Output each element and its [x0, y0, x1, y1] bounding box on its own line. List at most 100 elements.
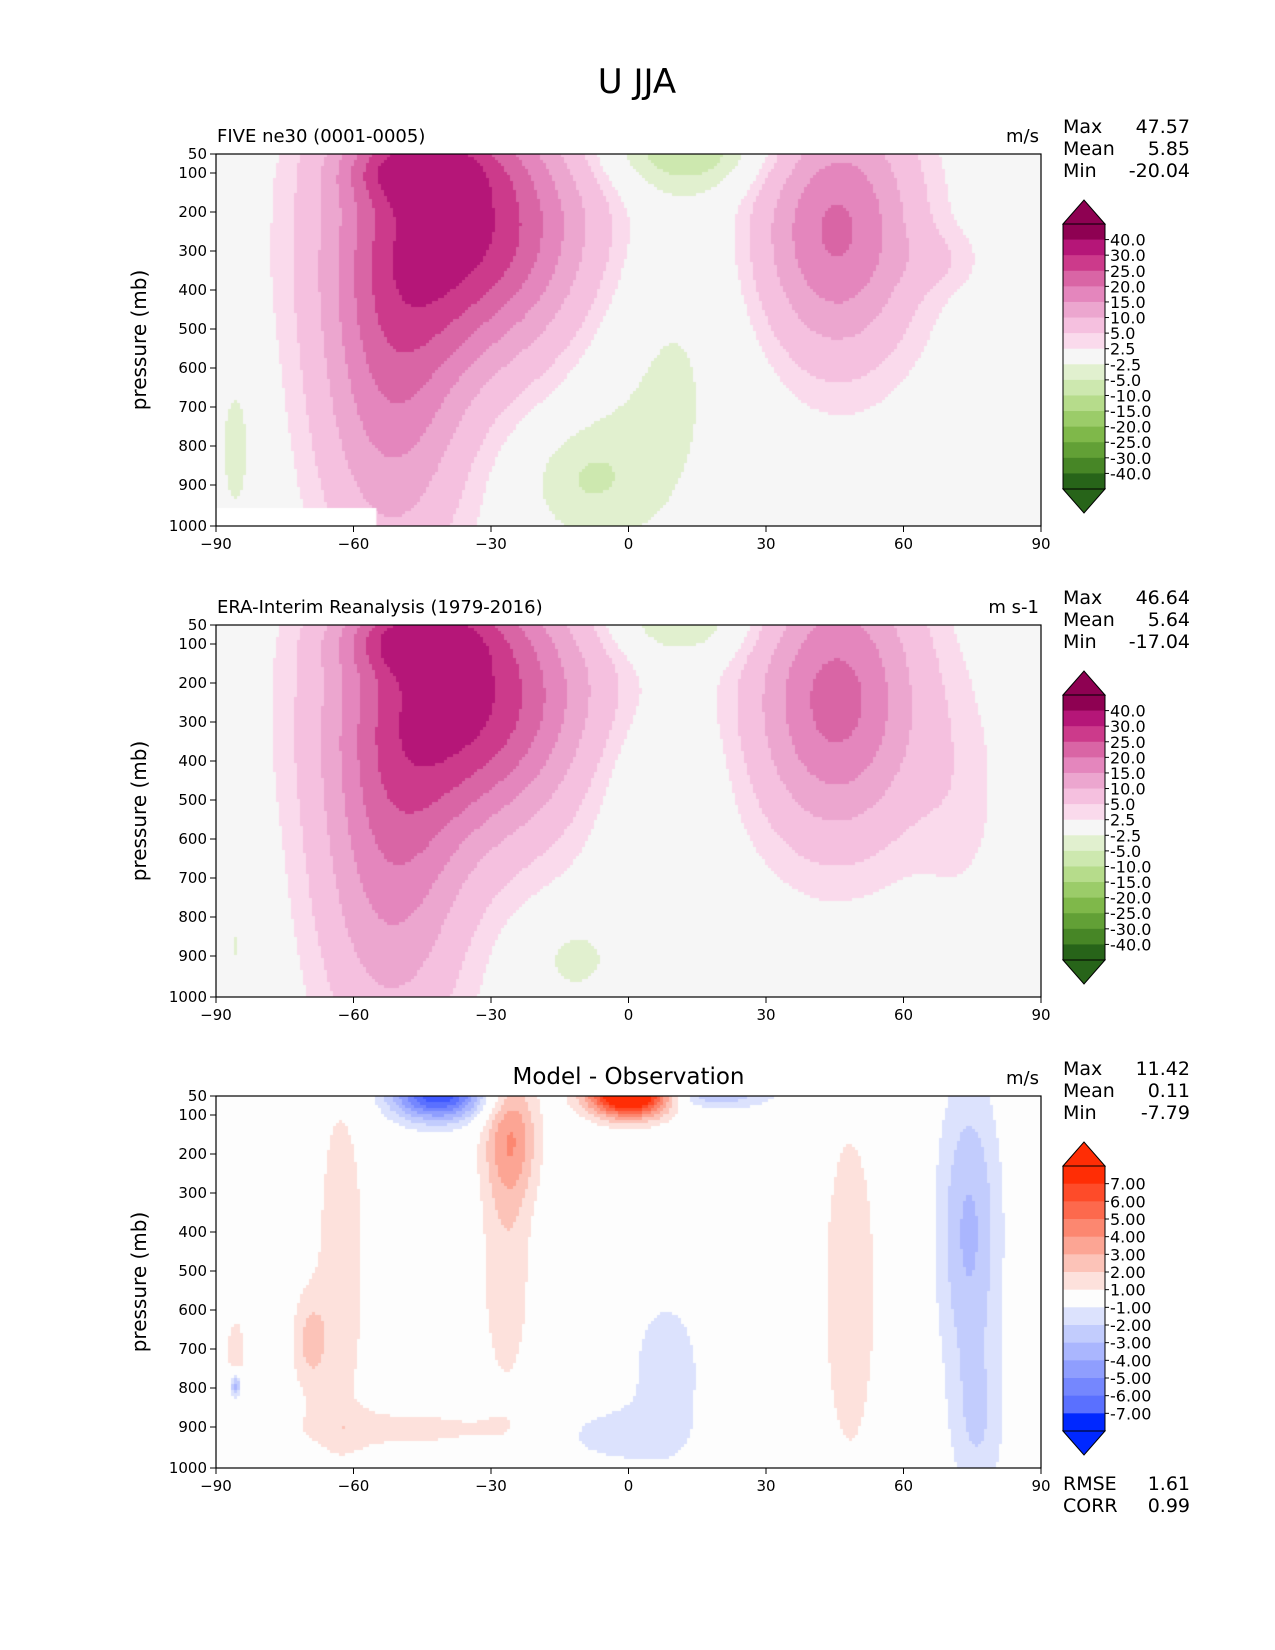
colorbar-tick-label: -10.0 [1110, 857, 1151, 876]
colorbar-bin [1063, 411, 1105, 428]
stat-mean-value: 5.64 [1148, 609, 1190, 631]
x-tick-label: 60 [894, 535, 913, 553]
y-tick-label: 200 [178, 203, 207, 221]
x-tick-label: 60 [894, 1477, 913, 1495]
x-tick-label: 30 [756, 1477, 775, 1495]
x-tick-label: 0 [624, 535, 634, 553]
stat-max-value: 47.57 [1136, 116, 1190, 138]
colorbar-tick-label: 7.00 [1110, 1175, 1146, 1194]
colorbar-bin [1063, 835, 1105, 852]
colorbar-bin [1063, 1236, 1105, 1255]
panel-title: FIVE ne30 (0001-0005) [217, 126, 425, 147]
stat-max-value: 11.42 [1136, 1058, 1190, 1080]
colorbar-extend-max [1061, 670, 1107, 696]
y-tick-label: 900 [178, 947, 207, 965]
colorbar-bin [1063, 1254, 1105, 1273]
colorbar-bin [1063, 442, 1105, 459]
x-tick-label: −60 [338, 1006, 370, 1024]
x-tick-label: 30 [756, 1006, 775, 1024]
colorbar: 40.030.025.020.015.010.05.02.5-2.5-5.0-1… [1061, 199, 1151, 514]
colorbar-bin [1063, 364, 1105, 381]
colorbar-bin [1063, 317, 1105, 334]
colorbar-bin [1063, 772, 1105, 790]
colorbar-bin [1063, 255, 1105, 272]
colorbar-bin [1063, 1219, 1105, 1238]
colorbar-tick-label: 30.0 [1110, 717, 1146, 736]
colorbar-bin [1063, 1166, 1105, 1185]
colorbar-tick-label: 20.0 [1110, 277, 1146, 296]
colorbar-bin [1063, 928, 1105, 945]
colorbar-bin [1063, 1360, 1105, 1379]
y-tick-label: 50 [188, 145, 207, 163]
colorbar-bin [1063, 1378, 1105, 1397]
colorbar-tick-label: 10.0 [1110, 309, 1146, 328]
colorbar-frame [1062, 223, 1106, 490]
colorbar-tick-label: 40.0 [1110, 702, 1146, 721]
colorbar-extend-min [1061, 488, 1107, 514]
panel-title: Model - Observation [512, 1064, 744, 1090]
y-tick-label: 100 [178, 1106, 207, 1124]
y-tick-label: 400 [178, 1223, 207, 1241]
colorbar-bin [1063, 348, 1105, 365]
y-tick-label: 400 [178, 752, 207, 770]
colorbar-bin [1063, 239, 1105, 256]
colorbar-tick-label: -25.0 [1110, 433, 1151, 452]
y-tick-label: 600 [178, 1301, 207, 1319]
colorbar: 40.030.025.020.015.010.05.02.5-2.5-5.0-1… [1061, 670, 1151, 985]
colorbar-tick-label: -40.0 [1110, 935, 1151, 954]
colorbar-tick-label: -5.00 [1110, 1369, 1151, 1388]
stat-mean-value: 5.85 [1148, 138, 1190, 160]
x-tick-label: −60 [338, 1477, 370, 1495]
colorbar-bin [1063, 1289, 1105, 1308]
metric-rmse-value: 1.61 [1148, 1473, 1190, 1495]
y-tick-label: 900 [178, 1418, 207, 1436]
stat-mean-value: 0.11 [1148, 1080, 1190, 1102]
colorbar-extend-max [1061, 1141, 1107, 1167]
colorbar-tick-label: -2.5 [1110, 826, 1141, 845]
y-axis-label: pressure (mb) [127, 741, 151, 882]
colorbar-tick-label: 15.0 [1110, 764, 1146, 783]
y-tick-label: 1000 [169, 988, 207, 1006]
metric-corr-value: 0.99 [1148, 1495, 1190, 1517]
colorbar-tick-label: 10.0 [1110, 780, 1146, 799]
colorbar-tick-label: -5.0 [1110, 371, 1141, 390]
colorbar-bin [1063, 913, 1105, 930]
colorbar-tick-label: -25.0 [1110, 904, 1151, 923]
y-tick-label: 500 [178, 1262, 207, 1280]
y-tick-label: 600 [178, 830, 207, 848]
y-tick-label: 700 [178, 869, 207, 887]
y-tick-label: 500 [178, 791, 207, 809]
colorbar-tick-label: -2.00 [1110, 1316, 1151, 1335]
panel-units: m s-1 [988, 597, 1039, 618]
colorbar-bin [1063, 1395, 1105, 1414]
colorbar-tick-label: -20.0 [1110, 418, 1151, 437]
stat-max-label: Max [1063, 587, 1102, 609]
colorbar-bin [1063, 882, 1105, 899]
colorbar-bin [1063, 695, 1105, 712]
colorbar-tick-label: -5.0 [1110, 842, 1141, 861]
colorbar-bin [1063, 270, 1105, 287]
x-tick-label: −30 [475, 1477, 507, 1495]
colorbar-tick-label: 25.0 [1110, 262, 1146, 281]
y-tick-label: 800 [178, 437, 207, 455]
colorbar-bin [1063, 1342, 1105, 1361]
colorbar-tick-label: 5.00 [1110, 1210, 1146, 1229]
x-tick-label: 90 [1031, 535, 1050, 553]
stat-mean-label: Mean [1063, 138, 1115, 160]
colorbar-extend-max [1061, 199, 1107, 225]
x-tick-label: 0 [624, 1006, 634, 1024]
colorbar-bin [1063, 866, 1105, 883]
colorbar-bin [1063, 726, 1105, 743]
stat-max-label: Max [1063, 116, 1102, 138]
colorbar-tick-label: 2.5 [1110, 811, 1135, 830]
y-axis-label: pressure (mb) [127, 270, 151, 411]
metric-corr-label: CORR [1063, 1495, 1118, 1517]
y-tick-label: 700 [178, 1340, 207, 1358]
colorbar-bin [1063, 788, 1105, 805]
y-tick-label: 500 [178, 320, 207, 338]
x-tick-label: 90 [1031, 1006, 1050, 1024]
stat-min-value: -7.79 [1141, 1102, 1190, 1124]
colorbar-tick-label: 25.0 [1110, 733, 1146, 752]
colorbar-tick-label: -15.0 [1110, 873, 1151, 892]
